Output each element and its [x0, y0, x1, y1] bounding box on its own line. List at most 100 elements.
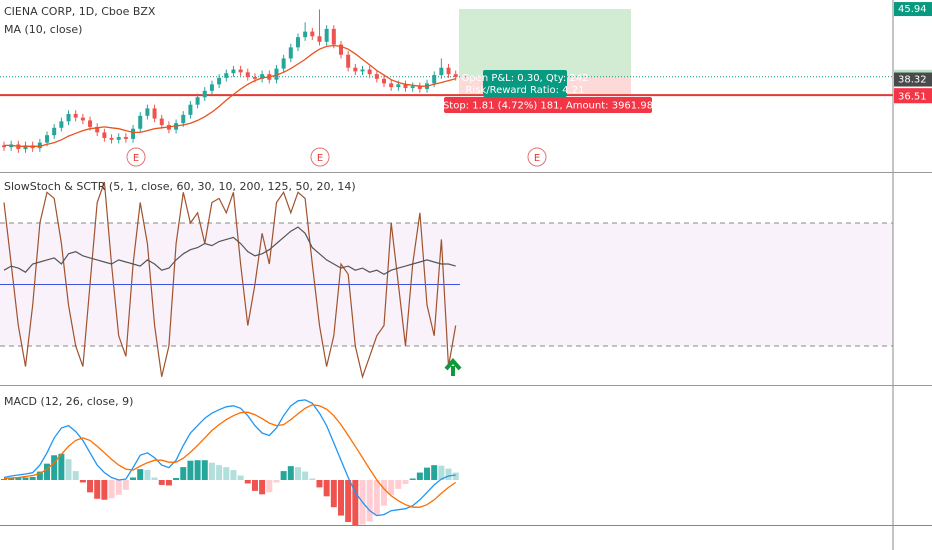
candle-body: [389, 83, 394, 88]
candle-body: [131, 128, 136, 139]
histogram-bar: [108, 479, 115, 499]
histogram-bar: [187, 460, 194, 480]
histogram-bar: [22, 477, 29, 480]
histogram-bar: [44, 463, 51, 480]
candle-body: [73, 113, 78, 118]
candle-body: [245, 72, 250, 77]
histogram-bar: [337, 479, 344, 516]
histogram-bar: [115, 479, 122, 495]
histogram-bar: [273, 479, 280, 483]
histogram-bar: [130, 477, 137, 480]
histogram-bar: [8, 478, 15, 480]
candle-body: [2, 145, 6, 148]
pane-title: MACD (12, 26, close, 9): [4, 395, 133, 408]
histogram-bar: [316, 479, 323, 488]
histogram-bar: [309, 478, 316, 480]
candle-body: [45, 135, 50, 143]
price-badge: [894, 2, 932, 17]
histogram-bar: [287, 466, 294, 480]
histogram-bar: [452, 472, 459, 480]
signal-arrow: [444, 357, 462, 376]
candle-body: [310, 31, 315, 37]
histogram-bar: [230, 470, 237, 480]
candle-body: [288, 47, 293, 59]
histogram-bar: [216, 465, 223, 480]
target-zone: [459, 9, 631, 77]
histogram-bar: [29, 477, 36, 480]
pnl-box: [483, 70, 567, 97]
candle-body: [195, 97, 200, 105]
candle-body: [66, 113, 71, 122]
candle-body: [432, 75, 437, 84]
price-badge-label: 36.51: [898, 91, 927, 102]
candle-body: [331, 28, 336, 45]
histogram-bar: [237, 475, 244, 480]
histogram-bar: [445, 468, 452, 480]
candle-body: [152, 108, 157, 119]
candle-body: [367, 69, 372, 75]
histogram-bar: [51, 455, 58, 480]
earnings-marker: [310, 147, 330, 167]
candle-body: [217, 77, 222, 85]
histogram-bar: [72, 471, 79, 480]
candle-body: [138, 115, 143, 129]
histogram-bar: [388, 479, 395, 495]
pane-title: SlowStoch & SCTR (5, 1, close, 60, 30, 1…: [4, 180, 356, 193]
histogram-bar: [94, 479, 101, 499]
histogram-bar: [1, 478, 7, 480]
histogram-bar: [194, 460, 201, 480]
histogram-bar: [173, 478, 180, 480]
legend-entry: MA (10, close): [4, 23, 82, 36]
histogram-bar: [424, 467, 431, 480]
candle-body: [231, 69, 236, 74]
candle-body: [374, 74, 379, 79]
histogram-bar: [58, 453, 65, 480]
candle-body: [410, 86, 415, 89]
histogram-bar: [366, 479, 373, 522]
macd-line: [3, 399, 456, 517]
histogram-bar: [201, 460, 208, 480]
candle-body: [123, 137, 128, 139]
histogram-bar: [330, 479, 337, 508]
candle-body: [346, 54, 351, 68]
candle-body: [116, 137, 121, 140]
candle-body: [238, 69, 243, 73]
histogram-bar: [65, 459, 72, 480]
histogram-bar: [381, 479, 388, 506]
candle-body: [317, 36, 322, 42]
histogram-bar: [373, 479, 380, 516]
histogram-bar: [122, 479, 129, 490]
histogram-bar: [137, 469, 144, 480]
histogram-bar: [36, 471, 43, 480]
price-badge-label: 38.32: [898, 75, 927, 86]
candle-body: [202, 90, 207, 98]
histogram-bar: [294, 467, 301, 480]
histogram-bar: [266, 479, 273, 493]
indicator-line: [3, 181, 457, 379]
candle-body: [439, 67, 444, 76]
chart-title: CIENA CORP, 1D, Cboe BZX: [4, 5, 156, 18]
candle-body: [281, 58, 286, 69]
candle-body: [159, 118, 164, 126]
price-badge: [894, 89, 932, 104]
histogram-bar: [352, 479, 359, 525]
earnings-marker: [126, 147, 146, 167]
histogram-bar: [402, 479, 409, 484]
candle-body: [338, 44, 343, 55]
histogram-bar: [251, 479, 258, 491]
rr-label: Risk/Reward Ratio: 4.21: [465, 85, 584, 96]
candle-body: [209, 84, 214, 91]
candle-body: [446, 67, 451, 75]
earnings-marker: [527, 147, 547, 167]
histogram-bar: [87, 479, 94, 493]
indicator-line: [3, 226, 456, 275]
candle-body: [295, 37, 300, 48]
histogram-bar: [259, 479, 266, 495]
candle-body: [396, 84, 401, 88]
macd-line: [3, 404, 457, 508]
histogram-bar: [151, 477, 158, 480]
candle-body: [274, 68, 279, 80]
candle-body: [181, 114, 186, 124]
histogram-bar: [165, 479, 172, 486]
